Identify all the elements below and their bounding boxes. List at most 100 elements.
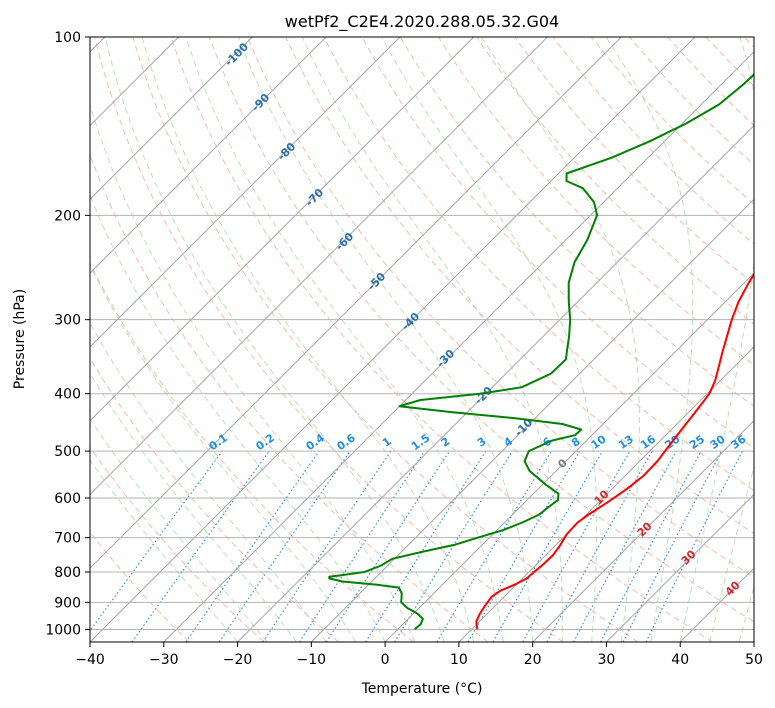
x-axis-title: Temperature (°C) <box>361 681 483 697</box>
mixing-ratio-line <box>365 450 487 642</box>
mixing-ratio-label: 0.6 <box>334 431 358 453</box>
moist-adiabat-line <box>481 37 640 642</box>
dry-adiabats <box>90 37 754 642</box>
moist-adiabat-line <box>90 459 238 642</box>
dry-adiabat-label: 30 <box>679 547 699 567</box>
dry-adiabat-line <box>90 357 339 642</box>
plot-frame <box>89 36 755 643</box>
moist-adiabat-line <box>237 37 534 642</box>
dry-adiabat-line <box>285 37 754 535</box>
mixing-ratio-label: 16 <box>638 432 658 452</box>
isotherm-line <box>90 37 548 496</box>
moist-adiabat-line <box>301 37 563 642</box>
mixing-ratio-label: 4 <box>502 435 516 450</box>
y-tick-label: 300 <box>54 313 81 329</box>
dry-adiabat-line <box>705 37 754 87</box>
background-lines <box>90 37 754 642</box>
isotherm-line <box>458 346 754 642</box>
mixing-ratio-label: 36 <box>728 432 748 452</box>
y-axis-ticks: 100 200 300 400 500 600 700 800 900 1000 <box>45 30 90 638</box>
mixing-ratio-label: 0.1 <box>207 431 230 453</box>
dry-adiabat-line <box>552 37 754 245</box>
y-tick-label: 700 <box>54 531 81 547</box>
isotherm-line <box>384 272 754 642</box>
mixing-ratio-line <box>90 450 223 632</box>
y-tick-label: 100 <box>54 30 81 46</box>
moist-adiabat-line <box>605 37 694 642</box>
dry-adiabat-line <box>629 37 754 166</box>
isotherm-line <box>237 124 754 642</box>
isotherm-line <box>163 51 754 642</box>
mixing-ratio-line <box>262 450 392 642</box>
dry-adiabat-line <box>323 37 754 492</box>
dry-adiabat-line <box>476 37 754 325</box>
x-tick-label: 50 <box>745 652 763 668</box>
moist-adiabat-line <box>185 37 504 642</box>
temperature-profile-line <box>475 272 754 630</box>
profiles <box>328 73 754 631</box>
moist-adiabat-line <box>104 37 445 642</box>
moist-adiabat-line <box>679 37 754 642</box>
isotherm-line <box>532 419 754 642</box>
x-tick-label: 40 <box>671 652 689 668</box>
chart-title: wetPf2_C2E4.2020.288.05.32.G04 <box>285 12 559 32</box>
dry-adiabat-label: -100 <box>222 40 251 69</box>
x-tick-label: 10 <box>450 652 468 668</box>
moist-adiabat-line <box>90 321 327 642</box>
isotherm-line <box>90 37 253 201</box>
dry-adiabat-line <box>667 37 754 127</box>
mixing-ratio-line <box>131 450 270 642</box>
mixing-ratio-line <box>218 450 351 642</box>
dry-adiabat-line <box>246 37 754 578</box>
x-tick-label: −20 <box>223 652 253 668</box>
x-axis-ticks: −40 −30 −20 −10 0 10 20 30 40 50 <box>75 642 763 668</box>
isotherm-line <box>679 567 754 642</box>
moist-adiabat-line <box>90 372 297 642</box>
dry-adiabat-line <box>90 261 414 642</box>
mixing-ratio-line <box>467 450 581 642</box>
moist-adiabat-line <box>90 417 268 642</box>
isotherm-line <box>606 493 754 642</box>
x-tick-label: 0 <box>381 652 390 668</box>
x-tick-label: −10 <box>297 652 327 668</box>
mixing-ratio-line <box>572 450 677 642</box>
isotherm-line <box>90 37 401 348</box>
moist-adiabat-line <box>90 194 386 642</box>
isotherm-line <box>90 37 475 422</box>
mixing-ratio-label: 13 <box>616 433 636 452</box>
dry-adiabat-line <box>437 37 754 366</box>
x-tick-label: −40 <box>75 652 105 668</box>
y-tick-label: 1000 <box>45 622 81 638</box>
isotherm-line <box>310 198 754 642</box>
dry-adiabat-label: -80 <box>275 140 298 163</box>
moist-adiabat-line <box>738 585 754 642</box>
y-axis-title: Pressure (hPa) <box>12 289 28 389</box>
dry-adiabat-label: 0 <box>555 456 570 471</box>
moist-adiabat-line <box>709 464 754 642</box>
x-tick-label: 20 <box>524 652 542 668</box>
moist-adiabat-line <box>381 37 598 642</box>
dry-adiabat-line <box>90 531 190 642</box>
dry-adiabat-line <box>743 37 754 48</box>
moist-adiabat-line <box>141 37 475 642</box>
dry-adiabat-label: -30 <box>434 347 457 370</box>
dry-adiabat-label: 10 <box>592 487 612 507</box>
dry-adiabat-label: -70 <box>303 186 326 209</box>
mixing-ratio-line <box>394 450 513 642</box>
mixing-ratio-label: 0.4 <box>304 431 328 453</box>
y-tick-label: 800 <box>54 565 81 581</box>
mixing-ratio-label: 25 <box>687 433 707 452</box>
mixing-ratio-line <box>325 450 450 642</box>
isotherm-line <box>90 37 696 642</box>
dry-adiabat-label: 40 <box>723 578 743 598</box>
dry-adiabat-line <box>132 37 639 642</box>
dry-adiabat-label: -60 <box>333 230 356 253</box>
isotherm-line <box>90 37 622 569</box>
mixing-ratio-line <box>185 450 320 642</box>
mixing-ratio-label: 3 <box>475 435 489 450</box>
dry-adiabat-line <box>94 37 564 642</box>
isotherms <box>90 37 754 642</box>
isotherm-line <box>90 37 327 274</box>
mixing-ratio-line <box>600 450 702 642</box>
mixing-ratio-label: 2 <box>439 435 453 450</box>
